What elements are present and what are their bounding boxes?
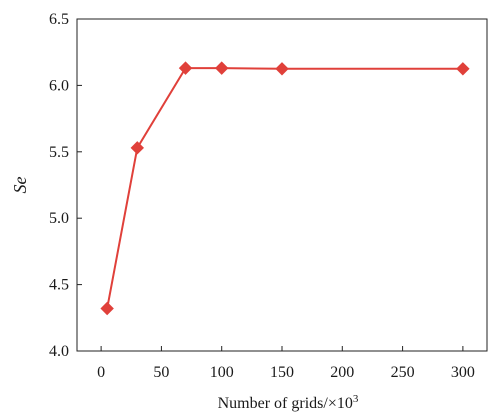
data-point-marker [456,62,470,76]
series-line [106,67,463,309]
x-tick-label: 300 [451,364,475,381]
x-axis-title: Number of grids/×103 [218,393,359,412]
series [100,61,470,316]
data-point-marker [275,62,289,76]
data-point-marker [178,61,193,75]
x-axis: 0 50 100 150 200 250 300 [97,346,475,381]
y-tick-label: 6.0 [49,77,69,94]
y-tick-label: 4.5 [49,277,69,294]
x-tick-label: 250 [391,364,415,381]
y-tick-label: 6.5 [49,11,69,28]
y-tick-label: 5.5 [49,144,69,161]
x-tick-label: 200 [330,364,354,381]
data-point-marker [214,61,229,75]
x-tick-label: 100 [210,364,234,381]
data-point-marker [100,301,114,316]
x-tick-label: 50 [153,364,169,381]
y-axis: 4.0 4.5 5.0 5.5 6.0 6.5 [49,11,82,360]
y-axis-title: Se [10,177,30,194]
x-tick-label: 0 [97,364,105,381]
y-tick-label: 4.0 [49,343,69,360]
data-point-marker [130,141,145,155]
x-tick-label: 150 [270,364,294,381]
y-tick-label: 5.0 [49,210,69,227]
